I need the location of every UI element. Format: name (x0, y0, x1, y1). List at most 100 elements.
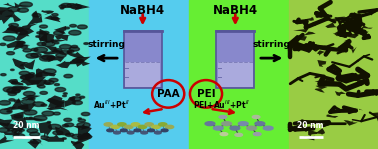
Polygon shape (48, 56, 65, 62)
Polygon shape (314, 79, 330, 86)
Circle shape (14, 115, 22, 118)
Text: 20 nm: 20 nm (13, 121, 40, 130)
Circle shape (12, 27, 23, 31)
Polygon shape (38, 29, 49, 42)
Text: NaBH4: NaBH4 (213, 4, 258, 17)
Circle shape (23, 49, 31, 52)
Circle shape (62, 138, 66, 139)
Polygon shape (3, 3, 16, 7)
Bar (218, 62, 253, 87)
Circle shape (84, 43, 88, 44)
Circle shape (263, 126, 273, 130)
Circle shape (7, 88, 20, 93)
Circle shape (49, 78, 58, 82)
Polygon shape (20, 79, 39, 86)
Polygon shape (331, 17, 346, 21)
Circle shape (54, 84, 59, 86)
Polygon shape (11, 98, 29, 110)
Circle shape (25, 74, 34, 78)
Circle shape (20, 75, 31, 79)
Polygon shape (71, 141, 84, 149)
Circle shape (147, 129, 154, 132)
Bar (289, 0, 378, 149)
Circle shape (127, 131, 134, 134)
Circle shape (3, 36, 15, 41)
Polygon shape (25, 73, 46, 85)
Circle shape (21, 76, 28, 79)
Circle shape (0, 43, 6, 45)
Circle shape (138, 125, 146, 129)
Text: PEI: PEI (197, 89, 215, 99)
Circle shape (0, 128, 9, 132)
Polygon shape (18, 24, 38, 30)
Circle shape (71, 97, 81, 101)
Circle shape (19, 129, 24, 131)
Circle shape (37, 42, 46, 46)
Circle shape (113, 131, 120, 134)
Circle shape (61, 3, 71, 7)
Circle shape (6, 52, 14, 55)
Circle shape (40, 25, 48, 28)
Circle shape (214, 126, 223, 130)
Circle shape (66, 133, 74, 136)
Circle shape (23, 91, 35, 96)
Text: PEI+Au$^{III}$+Pt$^{II}$: PEI+Au$^{III}$+Pt$^{II}$ (193, 98, 250, 111)
Polygon shape (334, 17, 345, 21)
Circle shape (254, 133, 261, 136)
Polygon shape (344, 120, 358, 126)
Polygon shape (0, 7, 11, 15)
Circle shape (17, 41, 25, 44)
Polygon shape (44, 15, 61, 22)
Polygon shape (35, 122, 53, 138)
Polygon shape (36, 79, 47, 87)
Circle shape (55, 87, 66, 92)
Polygon shape (315, 128, 325, 135)
Bar (89, 0, 189, 149)
Circle shape (69, 30, 81, 35)
Polygon shape (8, 79, 23, 86)
Polygon shape (297, 36, 307, 41)
Polygon shape (325, 78, 336, 83)
Polygon shape (316, 84, 327, 89)
Circle shape (68, 50, 74, 53)
Circle shape (42, 55, 54, 60)
Circle shape (65, 123, 74, 127)
Circle shape (44, 82, 50, 84)
Circle shape (51, 17, 58, 20)
Circle shape (43, 69, 56, 74)
Polygon shape (0, 9, 15, 24)
Circle shape (124, 125, 133, 129)
Circle shape (33, 102, 45, 107)
Circle shape (230, 126, 240, 130)
Circle shape (8, 92, 16, 96)
Circle shape (107, 129, 113, 132)
Polygon shape (2, 24, 23, 34)
Polygon shape (0, 135, 14, 145)
Circle shape (36, 36, 40, 37)
Polygon shape (349, 77, 362, 82)
Polygon shape (40, 50, 65, 54)
Circle shape (73, 101, 82, 105)
Circle shape (30, 132, 40, 136)
Circle shape (11, 82, 18, 84)
Circle shape (0, 109, 12, 114)
Circle shape (132, 123, 139, 126)
Circle shape (38, 85, 45, 88)
Circle shape (54, 49, 62, 52)
Text: 20 nm: 20 nm (297, 121, 324, 130)
Circle shape (70, 99, 74, 100)
Polygon shape (72, 132, 93, 146)
Circle shape (71, 45, 77, 48)
Bar (189, 0, 289, 149)
Circle shape (255, 122, 265, 126)
Polygon shape (15, 28, 34, 41)
Circle shape (104, 123, 113, 126)
Polygon shape (3, 131, 20, 135)
Circle shape (141, 131, 147, 134)
Circle shape (24, 110, 37, 115)
Polygon shape (359, 31, 369, 36)
Circle shape (52, 14, 58, 16)
Polygon shape (71, 3, 90, 10)
Polygon shape (361, 26, 373, 29)
Circle shape (152, 125, 160, 129)
